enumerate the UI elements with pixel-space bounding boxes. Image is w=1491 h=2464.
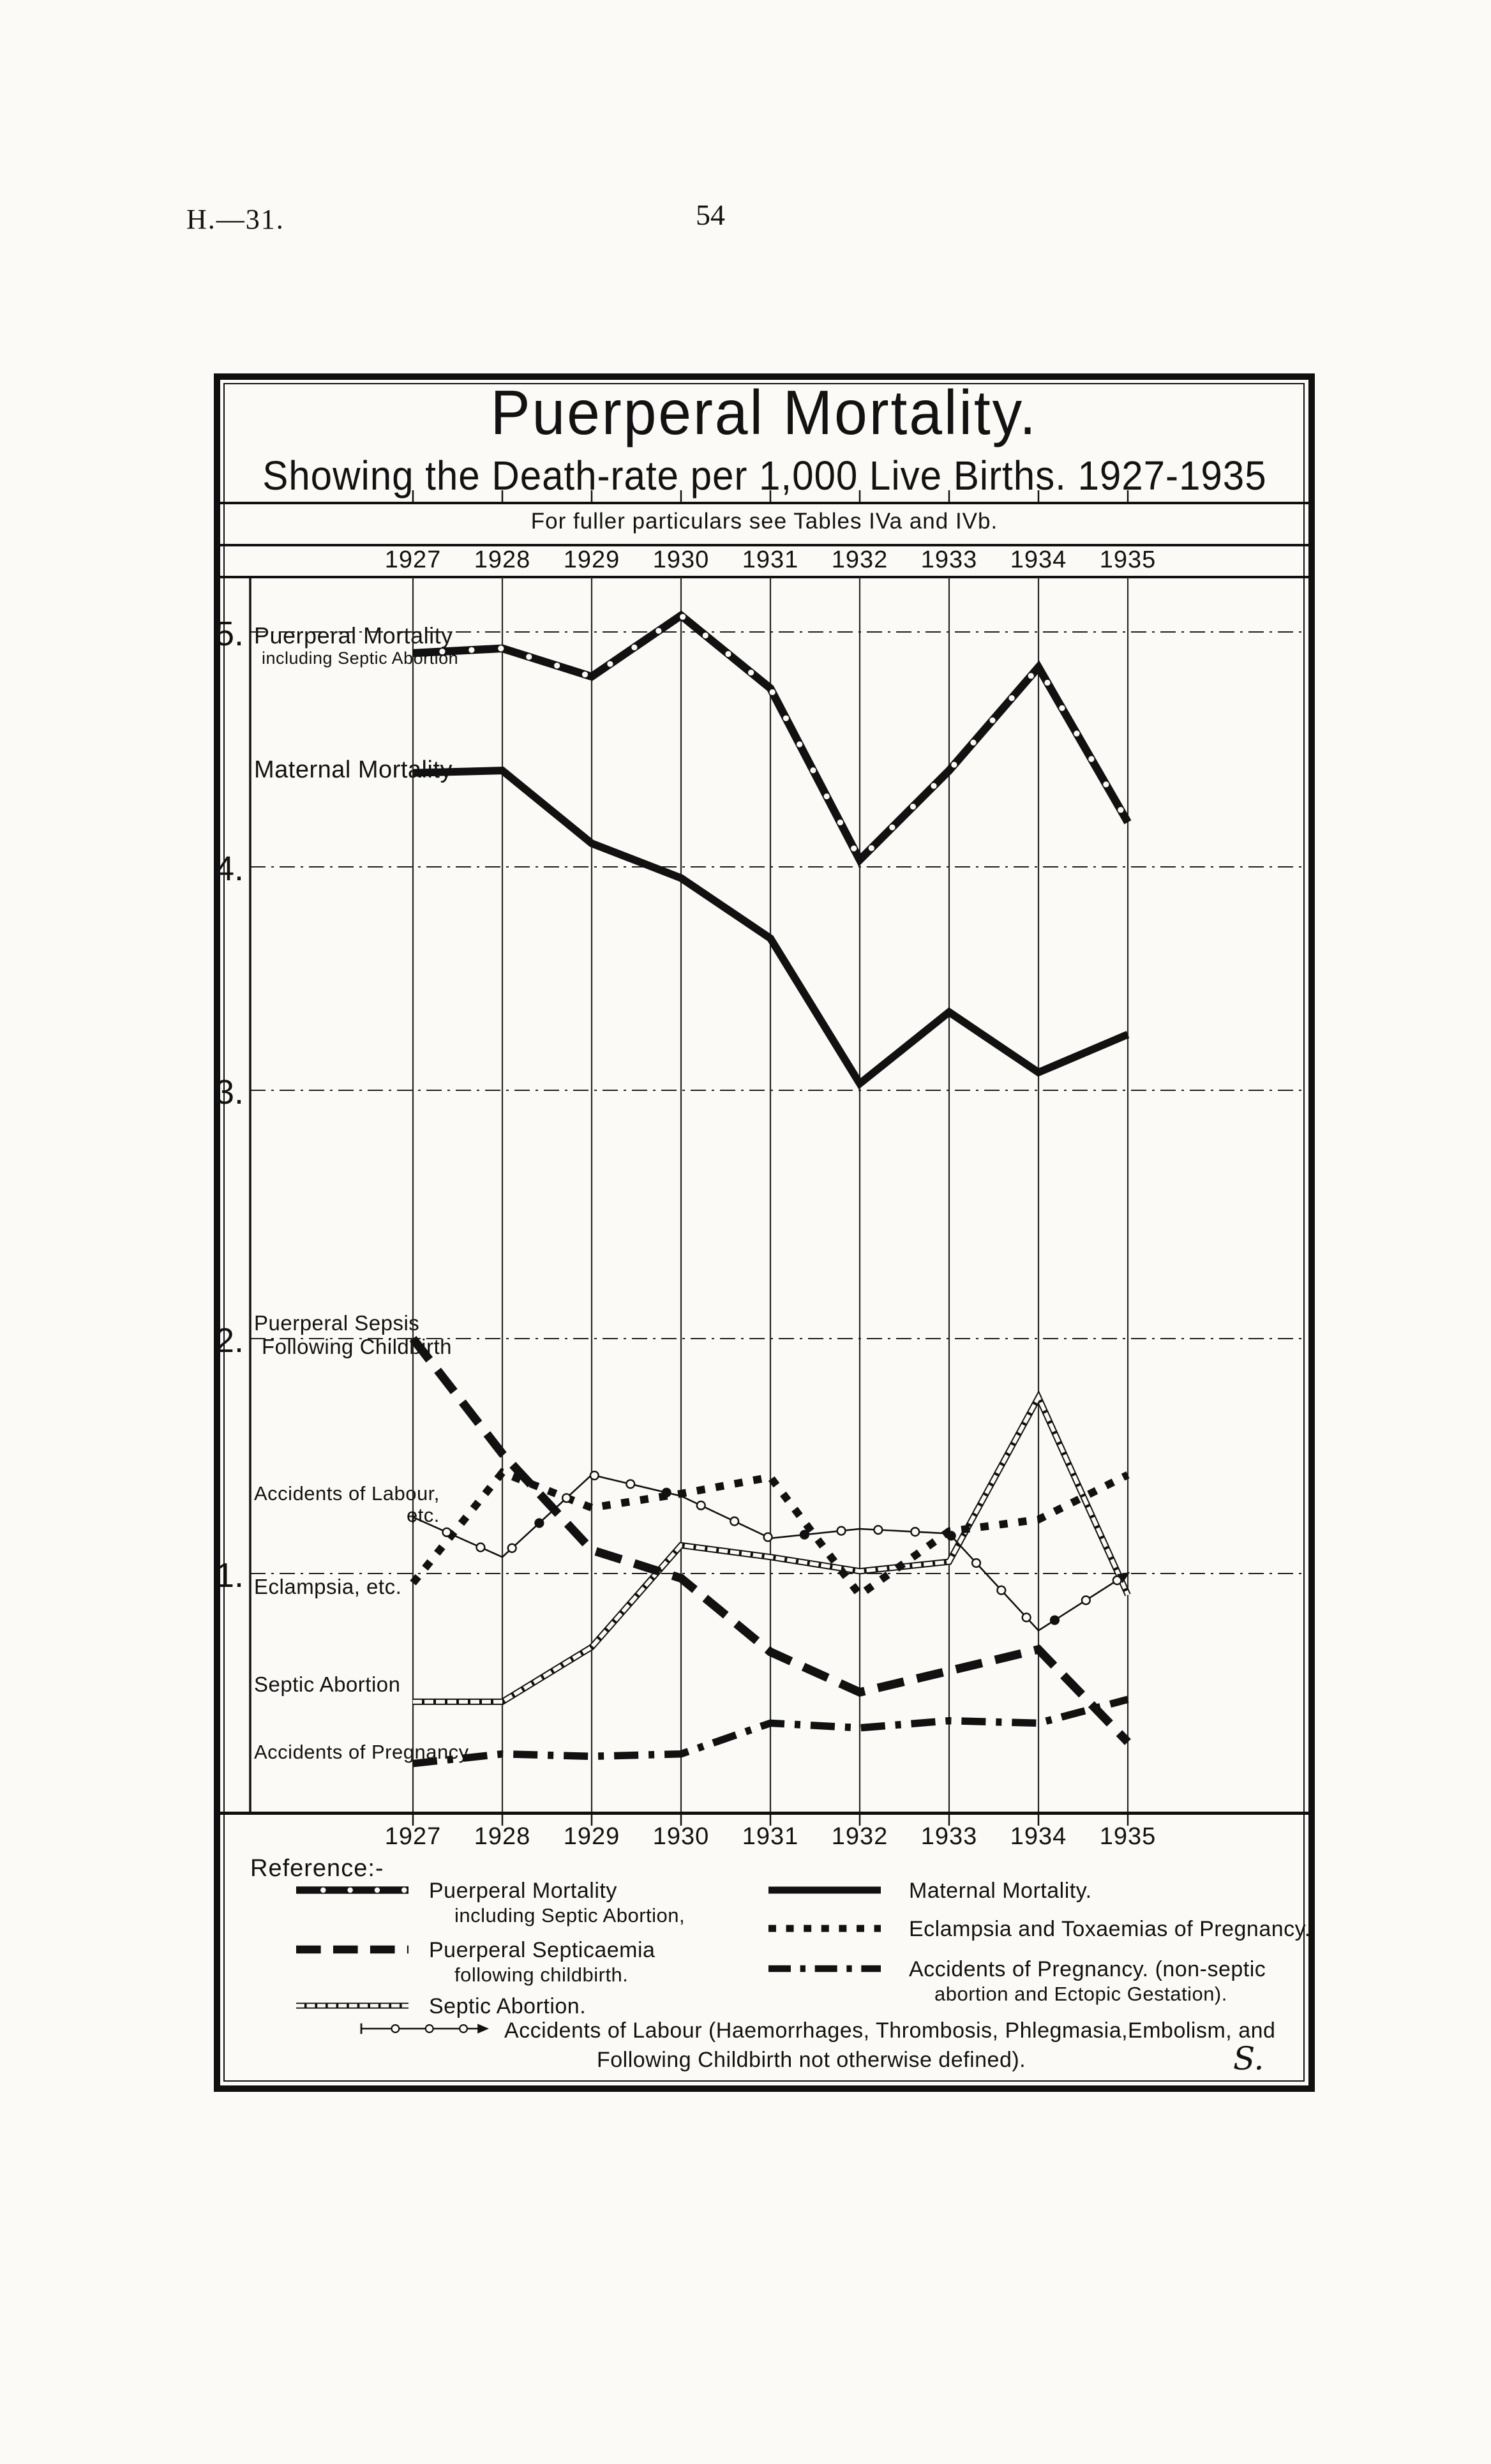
series-label-line: etc. [406, 1504, 440, 1527]
y-tick-label: 4. [214, 850, 244, 888]
legend-item-label-cont: abortion and Ectopic Gestation). [934, 1983, 1227, 2005]
divider-rule-under-note [220, 544, 1308, 546]
x-tick-label: 1932 [831, 1823, 888, 1850]
series-label-pregnancy: Accidents of Pregnancy [254, 1741, 469, 1764]
series-label-line: Septic Abortion [254, 1672, 401, 1696]
chart-subtitle: Showing the Death-rate per 1,000 Live Bi… [262, 453, 1267, 499]
white-dot-marker [401, 1887, 407, 1893]
x-tick-label: 1931 [742, 546, 799, 573]
circle-marker [459, 2024, 468, 2033]
legend-swatch-dash-dot [768, 1965, 881, 1972]
x-tick-label: 1935 [1099, 546, 1157, 573]
x-tick-label: 1929 [563, 546, 620, 573]
chart-frame-inner-line [223, 383, 1305, 2082]
report-code: H.—31. [186, 204, 285, 235]
series-label-line: Maternal Mortality [254, 756, 453, 784]
arrow-icon [477, 2024, 489, 2034]
x-tick-label: 1927 [384, 1823, 442, 1850]
series-label-septic_abortion: Septic Abortion [254, 1672, 401, 1697]
y-tick-label: 5. [214, 615, 244, 653]
x-tick-label: 1928 [474, 1823, 531, 1850]
legend-item-label: Accidents of Labour (Haemorrhages, Throm… [504, 2018, 1276, 2043]
legend-item-label: Eclampsia and Toxaemias of Pregnancy. [909, 1917, 1311, 1941]
y-tick-label: 3. [214, 1073, 244, 1111]
chart-title: Puerperal Mortality. [490, 377, 1038, 447]
artist-monogram: S. [1233, 2040, 1264, 2077]
legend-swatch-square-dots [768, 1925, 881, 1932]
legend-swatch-heavy-dash [296, 1945, 408, 1954]
series-label-line: Eclampsia, etc. [254, 1575, 402, 1599]
legend-item-label: Accidents of Pregnancy. (non-septic [909, 1957, 1266, 1981]
white-dot-marker [320, 1887, 326, 1893]
series-label-mm: Maternal Mortality [254, 756, 453, 784]
series-label-line: including Septic Abortion [262, 649, 459, 668]
y-tick-label: 2. [214, 1321, 244, 1360]
legend-item-label-cont: following childbirth. [454, 1964, 629, 1986]
divider-rule-top [220, 502, 1308, 504]
x-tick-label: 1934 [1010, 546, 1067, 573]
page-number: 54 [696, 199, 725, 231]
legend-item-label: Septic Abortion. [429, 1994, 587, 2018]
legend-item-label: Puerperal Mortality [429, 1879, 617, 1903]
series-label-line: Puerperal Mortality [254, 622, 453, 649]
legend-swatch-railroad [296, 2002, 408, 2009]
circle-marker [391, 2024, 400, 2033]
x-tick-label: 1931 [742, 1823, 799, 1850]
white-dot-marker [374, 1887, 380, 1893]
series-label-sepsis: Puerperal Sepsis Following Childbirth [254, 1311, 452, 1359]
legend-item-label-cont: including Septic Abortion, [454, 1904, 686, 1927]
x-tick-label: 1935 [1099, 1823, 1157, 1850]
x-tick-label: 1928 [474, 546, 531, 573]
plot-bottom-axis [220, 1812, 1308, 1815]
series-label-line: Puerperal Sepsis [254, 1311, 420, 1335]
legend-item-label: Puerperal Septicaemia [429, 1938, 656, 1962]
series-label-pm: Puerperal Mortality including Septic Abor… [254, 622, 459, 668]
x-tick-label: 1933 [920, 546, 978, 573]
legend-swatch-thick-solid [768, 1886, 881, 1894]
plot-top-border [220, 576, 1308, 578]
x-tick-label: 1934 [1010, 1823, 1067, 1850]
series-label-labour: Accidents of Labour, etc. [254, 1482, 440, 1527]
white-dot-marker [347, 1887, 353, 1893]
y-tick-label: 1. [214, 1556, 244, 1595]
x-tick-label: 1933 [920, 1823, 978, 1850]
series-label-line: Accidents of Labour, [254, 1482, 440, 1505]
x-tick-label: 1932 [831, 546, 888, 573]
legend-swatch-thick-white-dots [296, 1886, 408, 1894]
circle-marker [424, 2024, 434, 2033]
legend-swatch-thin-circles [360, 2023, 489, 2034]
series-label-line: Accidents of Pregnancy [254, 1740, 469, 1763]
legend-item-label-cont: Following Childbirth not otherwise defin… [597, 2048, 1026, 2072]
x-tick-label: 1929 [563, 1823, 620, 1850]
chart-note: For fuller particulars see Tables IVa an… [530, 509, 998, 534]
x-tick-label: 1927 [384, 546, 442, 573]
chart-frame [214, 373, 1315, 2092]
legend-heading: Reference:- [250, 1855, 384, 1882]
series-label-line: Following Childbirth [262, 1335, 452, 1359]
series-label-eclampsia: Eclampsia, etc. [254, 1575, 401, 1599]
legend-item-label: Maternal Mortality. [909, 1879, 1092, 1903]
x-tick-label: 1930 [652, 1823, 710, 1850]
x-tick-label: 1930 [652, 546, 710, 573]
